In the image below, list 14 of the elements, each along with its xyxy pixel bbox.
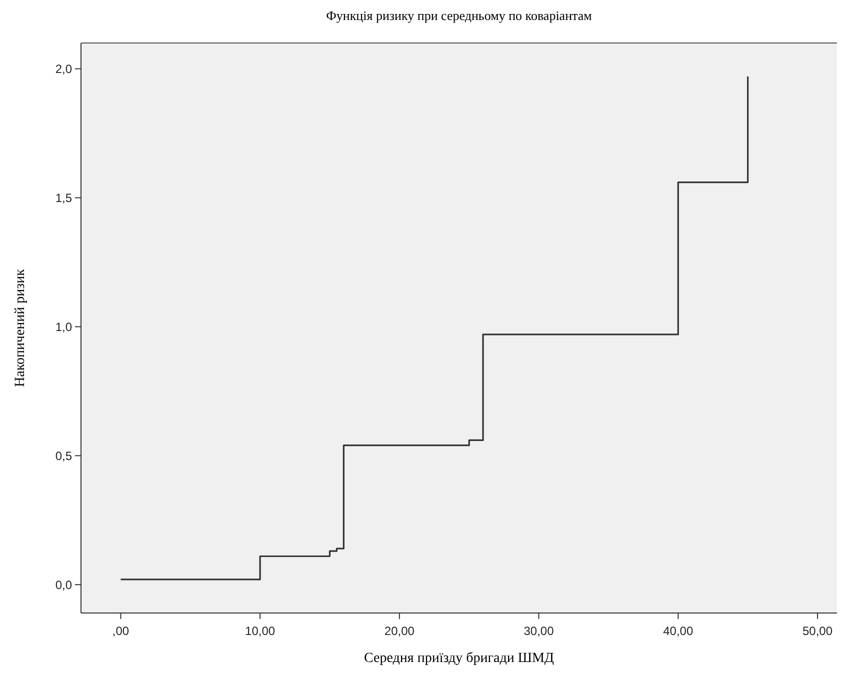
chart-title: Функція ризику при середньому по коваріантам <box>326 8 592 23</box>
x-tick-label: 50,00 <box>802 624 833 638</box>
y-tick-label: 2,0 <box>55 62 72 76</box>
y-axis-title: Накопичений ризик <box>13 268 28 387</box>
y-tick-label: 0,5 <box>55 448 72 463</box>
y-tick-label: 0,0 <box>55 578 72 592</box>
x-tick-label: 20,00 <box>384 624 415 638</box>
x-axis-title: Середня приїзду бригади ШМД <box>364 651 554 666</box>
x-tick-label: 30,00 <box>524 624 554 638</box>
y-tick-label: 1,0 <box>55 320 72 334</box>
x-tick-label: ,00 <box>112 624 130 638</box>
x-tick-label: 10,00 <box>245 624 276 638</box>
x-tick-label: 40,00 <box>663 624 694 638</box>
y-tick-label: 1,5 <box>55 190 72 205</box>
